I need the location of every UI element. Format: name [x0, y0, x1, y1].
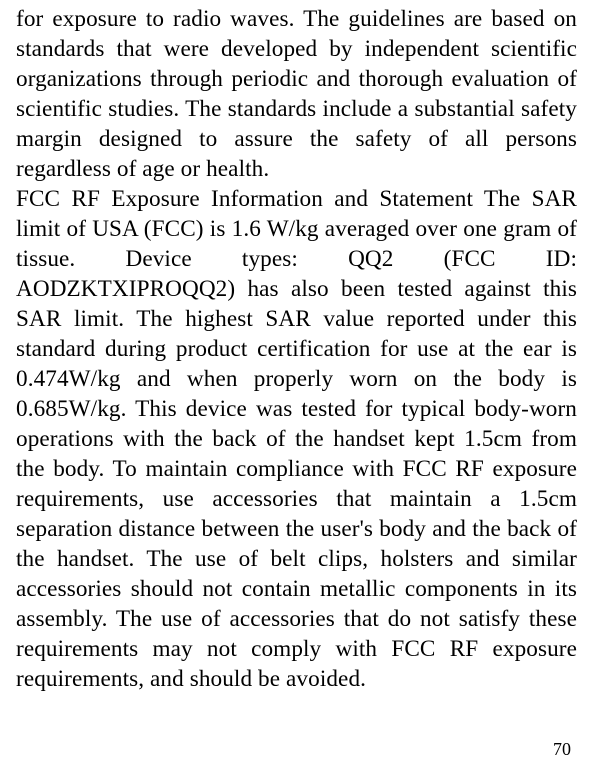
document-page: for exposure to radio waves. The guideli…	[0, 0, 593, 770]
page-number: 70	[553, 739, 571, 760]
body-paragraph: for exposure to radio waves. The guideli…	[16, 4, 577, 184]
body-paragraph: FCC RF Exposure Information and Statemen…	[16, 184, 577, 694]
